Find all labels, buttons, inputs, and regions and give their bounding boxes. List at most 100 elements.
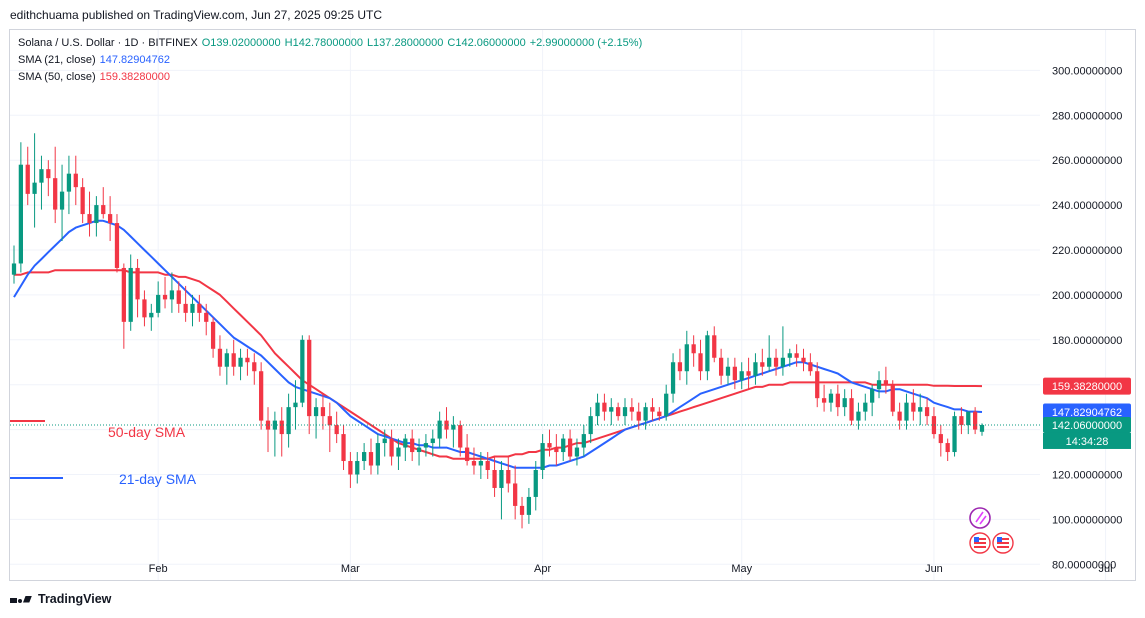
candle-body	[87, 214, 92, 224]
candle-body	[670, 362, 676, 394]
grid-lines	[10, 30, 1107, 580]
candle-body	[691, 344, 696, 354]
candle-body	[286, 407, 291, 435]
candle-body	[574, 447, 580, 457]
sma21-annotation-text: 21-day SMA	[119, 471, 197, 487]
candle-body	[499, 470, 504, 488]
sma21-legend-value: 147.82904762	[99, 54, 170, 66]
candle-body	[128, 267, 133, 322]
candle-body	[416, 447, 422, 453]
candle-body	[18, 164, 23, 264]
candle-body	[705, 335, 710, 372]
candle-body	[313, 407, 319, 417]
candle-body	[348, 461, 353, 475]
footer-brand[interactable]: TradingView	[10, 592, 111, 606]
candle-body	[794, 353, 799, 358]
candle-body	[760, 362, 765, 367]
candle-body	[918, 407, 923, 412]
us-flag-stripe	[974, 542, 986, 544]
candle-body	[149, 312, 154, 318]
candle-body	[870, 389, 875, 403]
candle-body	[924, 407, 930, 417]
sma50-legend-row[interactable]: SMA (50, close) 159.38280000	[18, 69, 642, 86]
candle-body	[979, 424, 985, 432]
price-axis: 300.00000000 280.00000000 260.00000000 240.…	[1052, 65, 1122, 571]
candle-body	[252, 362, 257, 372]
candle-body	[540, 443, 545, 470]
y-tick-label: 120.00000000	[1052, 469, 1122, 481]
x-tick-label: Jun	[925, 563, 943, 575]
candle-body	[25, 164, 30, 194]
candle-body	[931, 416, 937, 435]
us-flag-stripe	[974, 538, 986, 540]
candle-body	[547, 443, 552, 448]
x-tick-label: Jul	[1099, 563, 1113, 575]
candle-body	[698, 353, 703, 372]
candle-body	[506, 470, 511, 484]
sma50-annotation-text: 50-day SMA	[108, 424, 186, 440]
candle-body	[135, 267, 140, 300]
candle-body	[609, 407, 614, 412]
candle-body	[327, 416, 332, 426]
events-icon	[969, 507, 991, 529]
candle-body	[739, 371, 744, 381]
candle-body	[320, 407, 326, 417]
candle-body	[629, 407, 635, 412]
candle-body	[588, 416, 593, 435]
candle-body	[966, 411, 971, 426]
chart-legend: Solana / U.S. Dollar · 1D · BITFINEX O13…	[18, 35, 642, 86]
candle-body	[231, 353, 236, 367]
x-tick-label: May	[731, 563, 752, 575]
candle-body	[602, 402, 607, 412]
candle-body	[162, 294, 168, 300]
candle-body	[210, 321, 216, 349]
candle-body	[46, 169, 51, 179]
sma21-price-tag	[1043, 403, 1131, 421]
candle-body	[355, 461, 360, 475]
sma21-tag-label: 147.82904762	[1052, 407, 1122, 419]
candle-body	[73, 173, 78, 188]
candle-body	[643, 407, 648, 421]
candle-body	[279, 420, 284, 435]
us-flag-canton	[997, 537, 1002, 542]
candle-body	[224, 353, 229, 367]
candle-body	[307, 339, 312, 417]
x-tick-label: Mar	[341, 563, 360, 575]
candle-body	[732, 366, 737, 381]
candle-body	[403, 438, 408, 448]
candle-body	[773, 357, 779, 367]
candle-body	[156, 294, 161, 313]
high-value: H142.78000000	[284, 37, 363, 49]
last-price-tag-countdown	[1043, 432, 1131, 449]
candle-body	[204, 312, 209, 322]
countdown-label: 14:34:28	[1066, 436, 1109, 448]
us-flag-stripe	[997, 546, 1009, 548]
candle-body	[183, 303, 188, 313]
y-tick-label: 200.00000000	[1052, 290, 1122, 302]
sma50-path	[14, 269, 983, 460]
candle-body	[423, 443, 429, 448]
candle-body	[952, 416, 957, 453]
candle-body	[259, 371, 264, 421]
candle-body	[821, 398, 827, 403]
sma21-legend-row[interactable]: SMA (21, close) 147.82904762	[18, 52, 642, 69]
chart-frame[interactable]	[9, 29, 1136, 581]
candle-body	[725, 366, 731, 376]
candle-body	[389, 438, 394, 457]
candle-body	[863, 402, 868, 412]
x-tick-label: Apr	[534, 563, 551, 575]
candle-body	[334, 425, 339, 435]
candle-body	[554, 447, 559, 453]
candle-body	[519, 505, 525, 515]
candle-body	[856, 411, 861, 421]
candle-body	[677, 362, 683, 372]
y-tick-label: 80.00000000	[1052, 559, 1116, 571]
symbol-label[interactable]: Solana / U.S. Dollar · 1D · BITFINEX	[18, 37, 198, 49]
candle-body	[11, 263, 17, 275]
candle-body	[300, 339, 305, 403]
chart-icons	[969, 507, 1014, 554]
candle-body	[787, 353, 792, 358]
candle-body	[492, 470, 497, 488]
